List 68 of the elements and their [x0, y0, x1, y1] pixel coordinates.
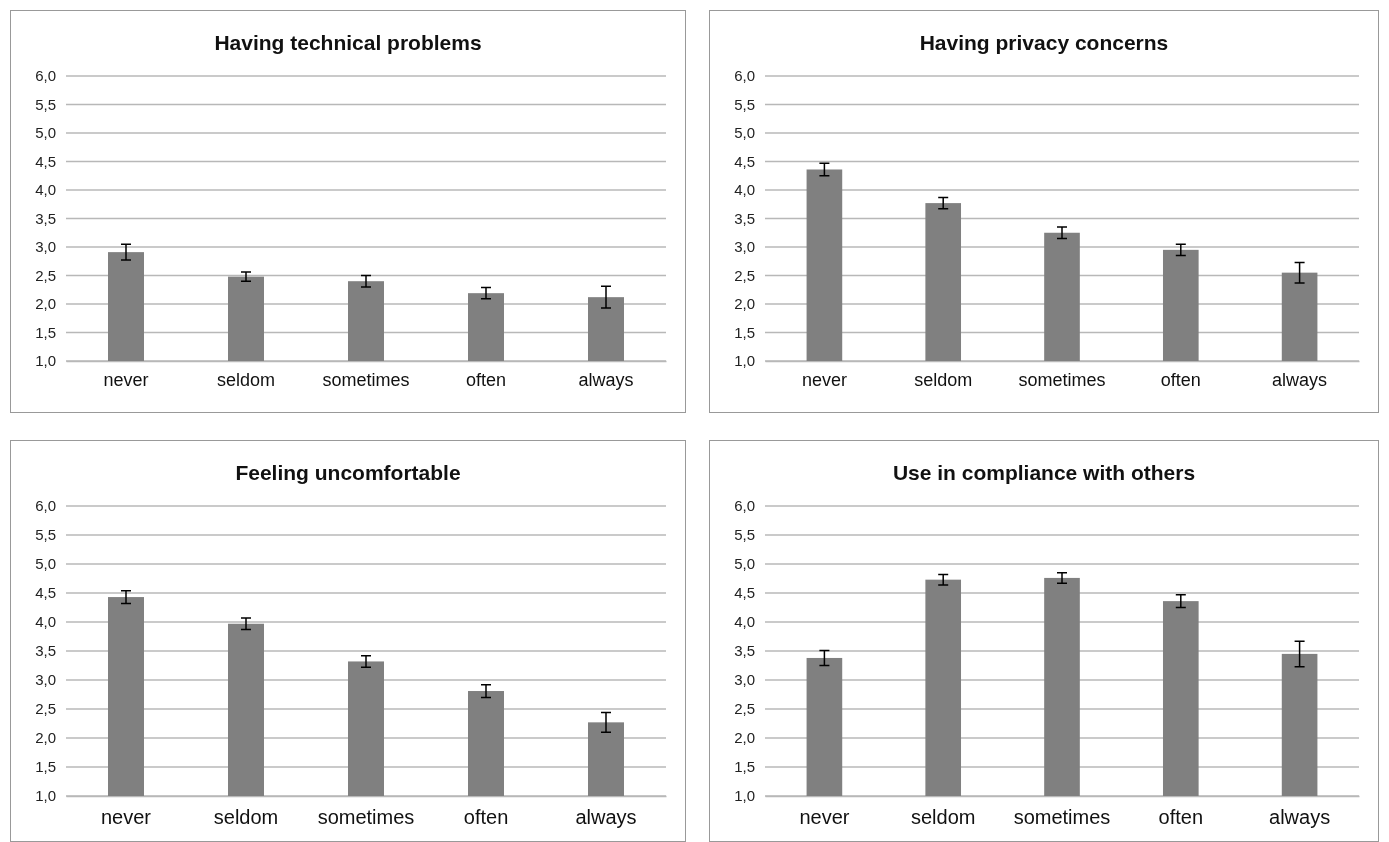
chart-title: Feeling uncomfortable	[235, 461, 461, 484]
y-tick-label: 1,5	[35, 323, 56, 341]
y-tick-label: 1,0	[35, 787, 56, 805]
y-tick-label: 3,5	[35, 209, 56, 227]
x-tick-label: often	[1160, 369, 1201, 390]
y-tick-label: 1,0	[734, 787, 755, 805]
y-tick-label: 6,0	[35, 497, 56, 515]
y-tick-label: 1,5	[734, 323, 755, 341]
y-tick-label: 5,5	[734, 95, 755, 113]
y-tick-label: 6,0	[35, 67, 56, 85]
y-tick-label: 2,5	[734, 700, 755, 718]
x-tick-label: seldom	[910, 806, 976, 829]
x-tick-label: always	[1269, 806, 1331, 829]
x-tick-label: sometimes	[322, 369, 410, 390]
y-tick-label: 4,5	[734, 152, 755, 170]
y-tick-label: 3,0	[35, 671, 56, 689]
y-tick-label: 2,5	[35, 700, 56, 718]
y-tick-label: 5,0	[35, 555, 56, 573]
y-tick-label: 5,0	[734, 124, 755, 142]
x-tick-label: never	[801, 369, 847, 390]
y-tick-label: 3,5	[35, 642, 56, 660]
x-tick-label: sometimes	[317, 806, 415, 829]
y-tick-label: 4,0	[35, 181, 56, 199]
x-tick-label: seldom	[213, 806, 279, 829]
x-tick-label: often	[463, 806, 509, 829]
x-tick-label: seldom	[216, 369, 276, 390]
y-tick-label: 4,0	[734, 181, 755, 199]
y-tick-label: 5,5	[35, 95, 56, 113]
y-tick-label: 2,0	[35, 729, 56, 747]
chart-title: Use in compliance with others	[892, 461, 1196, 484]
y-tick-label: 3,5	[734, 642, 755, 660]
x-tick-label: seldom	[914, 369, 973, 390]
y-tick-label: 2,5	[35, 266, 56, 284]
y-tick-label: 3,5	[734, 209, 755, 227]
y-tick-label: 6,0	[734, 67, 755, 85]
y-tick-label: 4,5	[734, 584, 755, 602]
y-tick-label: 1,0	[734, 352, 755, 370]
y-tick-label: 3,0	[734, 238, 755, 256]
x-tick-label: never	[103, 369, 149, 390]
x-tick-label: never	[100, 806, 152, 829]
y-tick-label: 6,0	[734, 497, 755, 515]
x-tick-label: often	[1158, 806, 1204, 829]
y-tick-label: 2,0	[35, 295, 56, 313]
y-tick-label: 4,5	[35, 152, 56, 170]
y-tick-label: 3,0	[35, 238, 56, 256]
y-tick-label: 1,5	[734, 758, 755, 776]
y-tick-label: 2,5	[734, 266, 755, 284]
y-tick-label: 1,0	[35, 352, 56, 370]
y-tick-label: 3,0	[734, 671, 755, 689]
y-tick-label: 5,0	[35, 124, 56, 142]
y-tick-label: 2,0	[734, 729, 755, 747]
y-tick-label: 4,5	[35, 584, 56, 602]
x-tick-label: always	[578, 369, 634, 390]
y-tick-label: 5,5	[734, 526, 755, 544]
y-tick-label: 4,0	[734, 613, 755, 631]
x-tick-label: never	[799, 806, 850, 829]
x-tick-label: always	[1272, 369, 1328, 390]
x-tick-label: always	[575, 806, 637, 829]
y-tick-label: 2,0	[734, 295, 755, 313]
y-tick-label: 1,5	[35, 758, 56, 776]
y-tick-label: 4,0	[35, 613, 56, 631]
y-tick-label: 5,0	[734, 555, 755, 573]
x-tick-label: often	[465, 369, 507, 390]
y-tick-label: 5,5	[35, 526, 56, 544]
chart-title: Having technical problems	[214, 31, 482, 54]
x-tick-label: sometimes	[1013, 806, 1111, 829]
chart-title: Having privacy concerns	[919, 31, 1169, 54]
x-tick-label: sometimes	[1018, 369, 1106, 390]
